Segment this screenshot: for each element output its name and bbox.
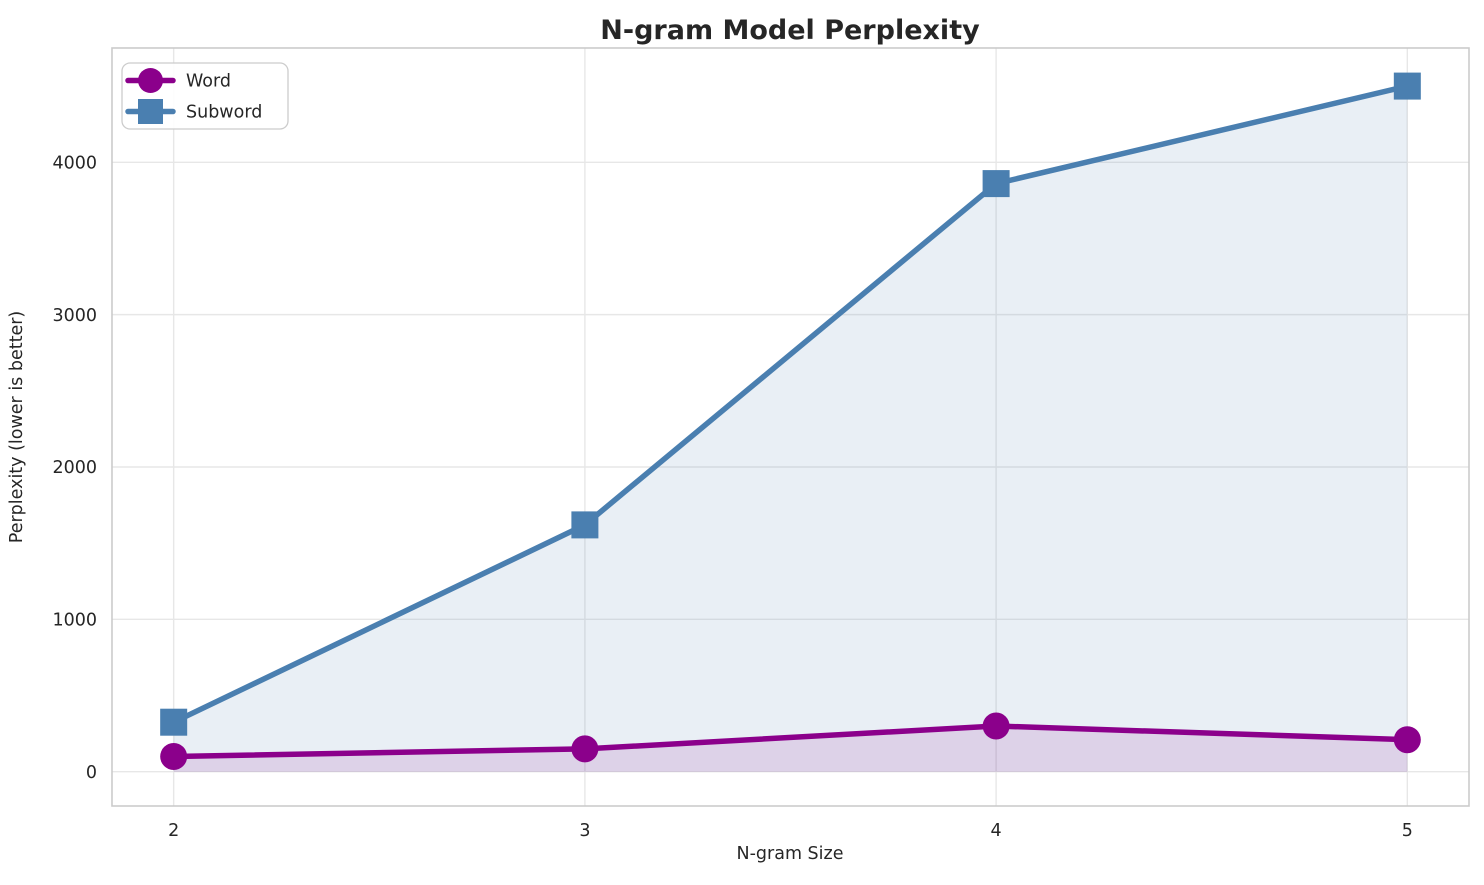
legend-item-label: Subword (186, 103, 262, 123)
y-tick-label: 2000 (52, 458, 97, 478)
y-tick-label: 3000 (52, 306, 97, 326)
y-axis-label: Perplexity (lower is better) (7, 311, 27, 543)
area-fill-subword (173, 86, 1408, 772)
legend: Word Subword (121, 62, 289, 130)
x-tick-label: 3 (579, 821, 590, 841)
legend-marker-square (138, 99, 163, 124)
series-subword (160, 72, 1421, 736)
data-point-subword (160, 708, 188, 736)
legend-item-word: Word (125, 68, 231, 93)
data-point-word (982, 712, 1010, 740)
data-point-subword (1393, 72, 1421, 100)
data-point-word (1393, 726, 1421, 754)
data-point-word (571, 735, 599, 763)
x-tick-label: 5 (1402, 821, 1413, 841)
data-point-subword (982, 170, 1010, 198)
data-point-subword (571, 511, 599, 539)
x-tick-label: 2 (168, 821, 179, 841)
y-tick-label: 4000 (52, 153, 97, 173)
grid-layer (112, 48, 1469, 806)
axes-spines (111, 47, 1470, 807)
series-word (160, 712, 1421, 770)
data-point-word (160, 742, 188, 770)
x-tick-label: 4 (991, 821, 1002, 841)
y-tick-label: 0 (86, 763, 97, 783)
series-layer (160, 72, 1421, 770)
area-fill-word (173, 726, 1408, 772)
chart-title: N-gram Model Perplexity (600, 15, 980, 46)
plot-border (111, 47, 1470, 807)
legend-item-label: Word (186, 72, 231, 92)
series-line-subword (170, 83, 1411, 725)
tick-labels-layer: 0 1000 2000 3000 4000 2 3 4 5 (52, 153, 1412, 841)
legend-item-subword: Subword (125, 99, 262, 124)
area-fill-layer (173, 86, 1408, 772)
legend-marker-circle (138, 68, 163, 93)
x-axis-label: N-gram Size (737, 844, 844, 864)
series-line-word (170, 723, 1411, 760)
y-tick-label: 1000 (52, 610, 97, 630)
